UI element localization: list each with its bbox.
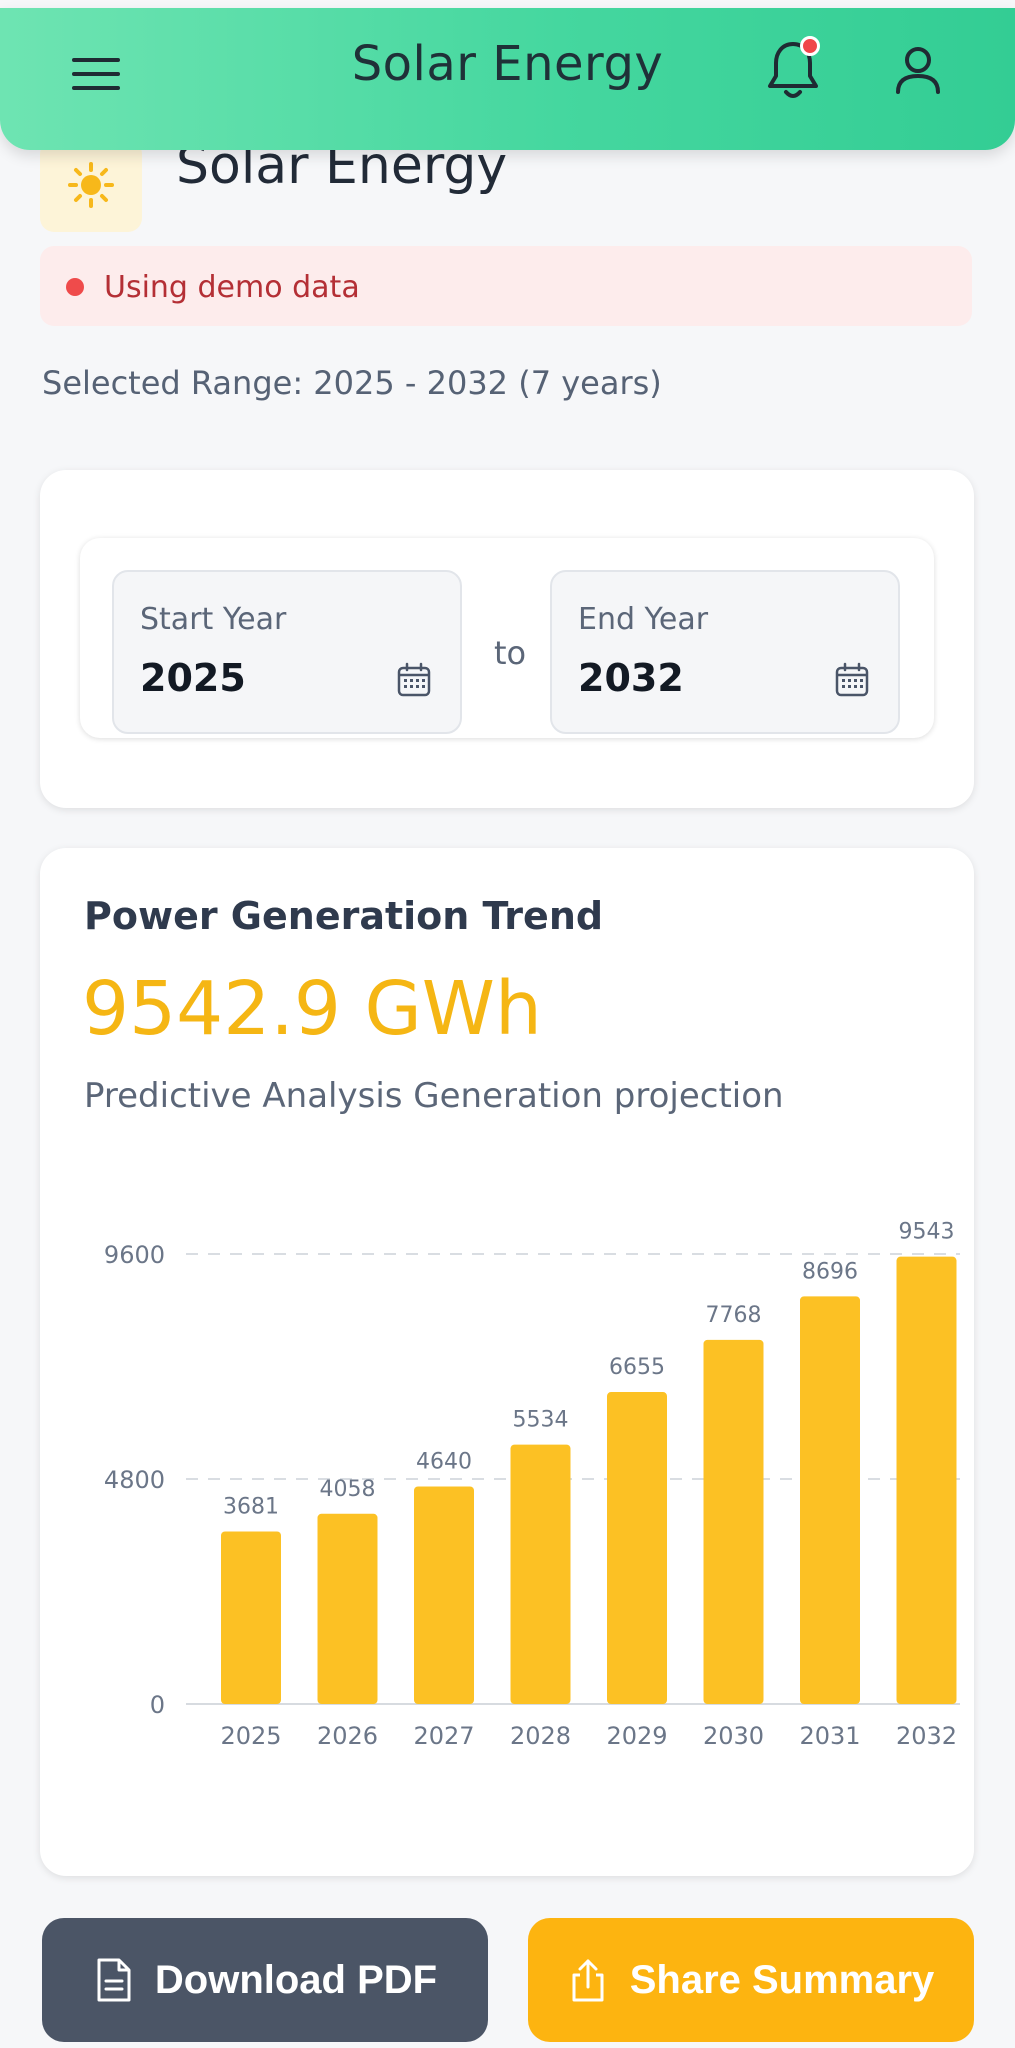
- chart-bar: [317, 1513, 378, 1704]
- chart-bar: [703, 1339, 764, 1704]
- to-label: to: [494, 634, 527, 672]
- year-range-card: Start Year 2025 to End Year 2032: [40, 470, 974, 808]
- y-tick-label: 9600: [104, 1241, 165, 1269]
- sun-icon: [68, 162, 114, 208]
- selected-range-text: Selected Range: 2025 - 2032 (7 years): [42, 364, 662, 402]
- chart-bar: [221, 1531, 281, 1704]
- menu-icon[interactable]: [66, 44, 126, 104]
- bar-data-label: 4640: [416, 1450, 472, 1475]
- bar-data-label: 6655: [609, 1355, 665, 1380]
- notification-dot: [800, 36, 820, 56]
- download-pdf-button[interactable]: Download PDF: [42, 1918, 488, 2042]
- end-year-label: End Year: [578, 602, 709, 637]
- demo-data-notice: Using demo data: [40, 246, 972, 326]
- bar-data-label: 4058: [320, 1477, 376, 1502]
- x-tick-label: 2028: [510, 1722, 571, 1750]
- calendar-icon: [397, 662, 431, 697]
- chart-bar: [896, 1256, 957, 1704]
- x-tick-label: 2025: [220, 1722, 281, 1750]
- document-icon: [97, 1958, 131, 2002]
- bar-data-label: 3681: [223, 1494, 279, 1519]
- chart-bar: [800, 1296, 860, 1704]
- end-year-value: 2032: [578, 656, 684, 700]
- x-tick-label: 2029: [606, 1722, 667, 1750]
- app-header: Solar Energy: [0, 8, 1015, 150]
- trend-subtitle: Predictive Analysis Generation projectio…: [84, 1076, 784, 1116]
- chart-bar: [607, 1392, 667, 1704]
- x-tick-label: 2032: [896, 1722, 957, 1750]
- share-summary-label: Share Summary: [629, 1957, 935, 2002]
- start-year-value: 2025: [140, 656, 246, 700]
- sun-icon-box: [40, 140, 142, 232]
- y-tick-label: 4800: [104, 1466, 165, 1494]
- x-tick-label: 2030: [703, 1722, 764, 1750]
- generation-bar-chart: 0 4800 9600 3681 2025 4058 2026 4640 2027 5534 202…: [104, 1220, 960, 1750]
- bar-data-label: 8696: [802, 1259, 858, 1284]
- calendar-icon: [835, 662, 869, 697]
- share-summary-button[interactable]: Share Summary: [528, 1918, 974, 2042]
- share-icon: [572, 1959, 604, 2002]
- bar-data-label: 5534: [513, 1408, 569, 1433]
- bar-data-label: 7768: [706, 1303, 762, 1328]
- x-tick-label: 2026: [317, 1722, 378, 1750]
- start-year-picker[interactable]: Start Year 2025: [112, 570, 462, 734]
- y-tick-label: 0: [150, 1691, 165, 1719]
- demo-notice-text: Using demo data: [104, 270, 360, 305]
- chart-bar: [414, 1486, 474, 1704]
- trend-title: Power Generation Trend: [84, 894, 604, 938]
- end-year-picker[interactable]: End Year 2032: [550, 570, 900, 734]
- x-tick-label: 2031: [799, 1722, 860, 1750]
- status-dot: [66, 278, 84, 296]
- x-tick-label: 2027: [413, 1722, 474, 1750]
- total-generation: 9542.9 GWh: [82, 966, 542, 1052]
- header-title: Solar Energy: [351, 36, 664, 92]
- user-icon[interactable]: [888, 40, 948, 100]
- year-range-panel: Start Year 2025 to End Year 2032: [80, 538, 934, 738]
- bell-icon[interactable]: [762, 36, 824, 104]
- bar-data-label: 9543: [899, 1220, 955, 1245]
- start-year-label: Start Year: [140, 602, 287, 637]
- chart-bar: [510, 1444, 571, 1704]
- download-pdf-label: Download PDF: [154, 1957, 438, 2002]
